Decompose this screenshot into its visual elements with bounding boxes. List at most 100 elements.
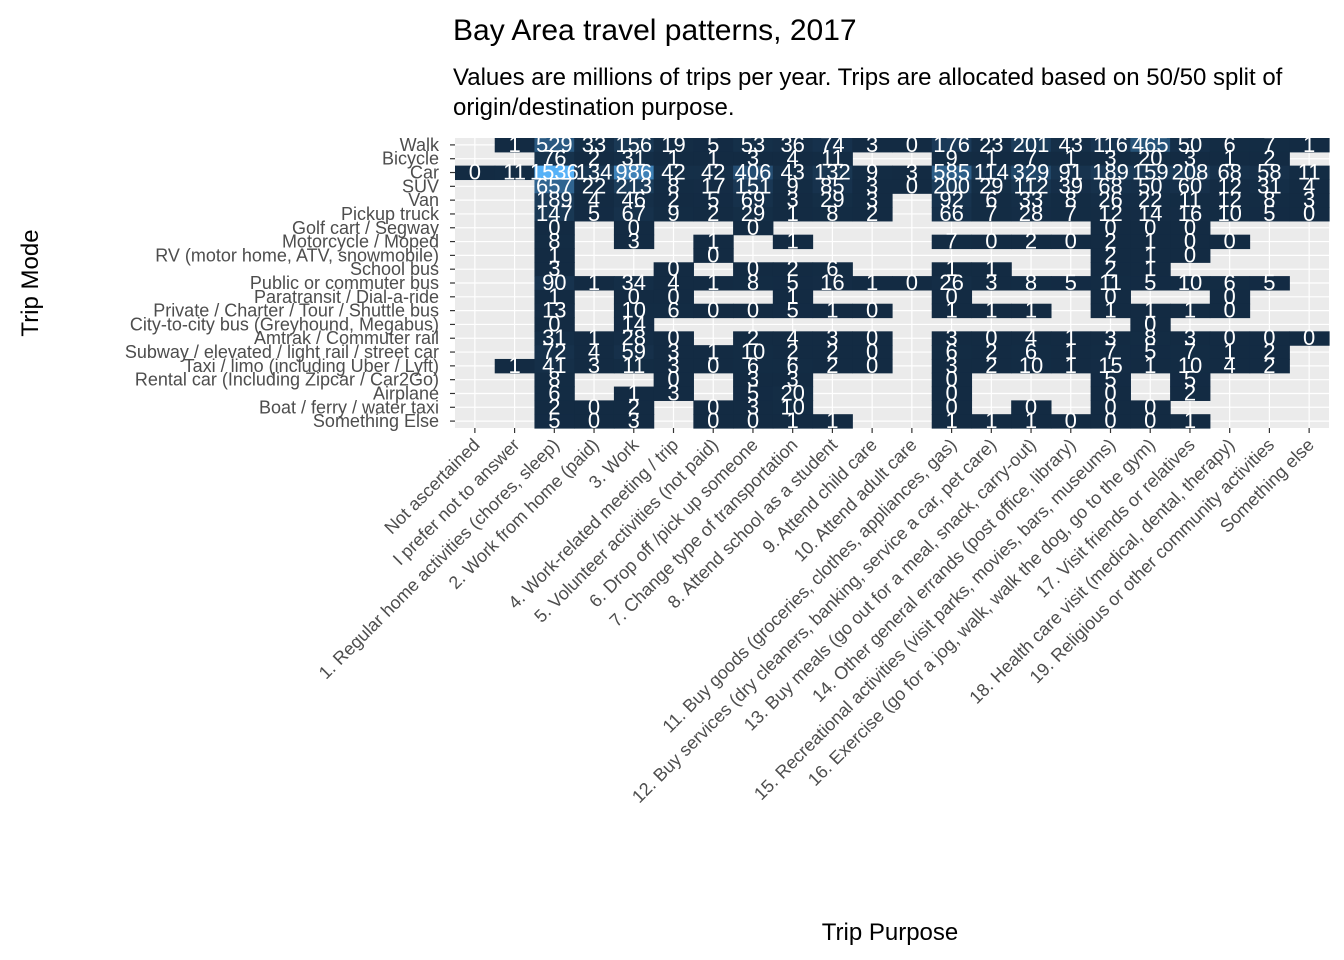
heatmap-cell <box>1011 358 1052 374</box>
heatmap-cell <box>1170 234 1211 250</box>
heatmap-cell <box>534 400 575 415</box>
cell-value-label: 6 <box>548 380 560 405</box>
heatmap-cell <box>772 262 814 277</box>
cell-value-label: 0 <box>1144 215 1156 240</box>
heatmap-cell <box>1130 151 1171 167</box>
cell-value-label: 2 <box>985 353 997 378</box>
heatmap-cell <box>1050 345 1092 360</box>
heatmap-cell <box>693 151 734 167</box>
chart-subtitle-line: origin/destination purpose. <box>453 94 735 121</box>
heatmap-cell <box>1130 331 1171 346</box>
cell-value-label: 1 <box>945 408 957 433</box>
cell-value-label: 0 <box>1104 215 1116 240</box>
heatmap-cell <box>1209 303 1251 319</box>
cell-value-label: 20 <box>780 380 804 405</box>
heatmap-cell <box>772 165 814 181</box>
heatmap-cell <box>613 179 655 194</box>
heatmap-cell <box>1170 165 1211 181</box>
cell-value-label: 1 <box>1184 408 1196 433</box>
heatmap-cell <box>1170 345 1211 360</box>
cell-value-label: 0 <box>1224 229 1236 254</box>
heatmap-cell <box>1090 386 1131 401</box>
cell-value-label: 5 <box>1263 201 1275 226</box>
heatmap-cell <box>693 193 734 208</box>
heatmap-cell <box>733 165 774 181</box>
cell-value-label: 189 <box>536 187 573 212</box>
cell-value-label: 5 <box>707 187 719 212</box>
heatmap-cell <box>693 179 734 194</box>
heatmap-cell <box>772 234 814 250</box>
cell-value-label: 2 <box>1104 256 1116 281</box>
cell-value-label: 3 <box>945 325 957 350</box>
heatmap-cell <box>772 138 814 153</box>
cell-value-label: 10 <box>622 298 646 323</box>
cell-value-label: 0 <box>548 215 560 240</box>
heatmap-cell <box>613 400 655 415</box>
heatmap-cell <box>733 345 774 360</box>
heatmap-cell <box>613 193 655 208</box>
cell-value-label: 3 <box>787 367 799 392</box>
cell-value-label: 3 <box>667 339 679 364</box>
y-tick-label: Walk <box>400 135 440 155</box>
heatmap-cell <box>733 414 774 429</box>
cell-value-label: 3 <box>866 132 878 157</box>
heatmap-cell <box>852 207 893 222</box>
heatmap-cell <box>772 331 814 346</box>
cell-value-label: 31 <box>542 325 566 350</box>
heatmap-cell <box>455 165 496 181</box>
heatmap-cell <box>1011 138 1052 153</box>
cell-value-label: 2 <box>667 187 679 212</box>
cell-value-label: 0 <box>588 408 600 433</box>
cell-value-label: 1 <box>787 284 799 309</box>
heatmap-cell <box>931 151 973 167</box>
cell-value-label: 1 <box>628 380 640 405</box>
heatmap-cell <box>1011 414 1052 429</box>
cell-value-label: 66 <box>939 201 963 226</box>
cell-value-label: 10 <box>1178 270 1202 295</box>
heatmap-cell <box>1090 262 1131 277</box>
cell-value-label: 72 <box>542 339 566 364</box>
cell-labels: 1 529 33 156 19 5 53 36 74 3 0 176 23 201 43 116 465 50 6 7… <box>469 132 1321 433</box>
cell-value-label: 0 <box>945 367 957 392</box>
cell-value-label: 4 <box>787 325 799 350</box>
heatmap-cell <box>1209 179 1251 194</box>
heatmap-cell <box>653 289 694 305</box>
heatmap-cell <box>971 179 1012 194</box>
cell-value-label: 29 <box>820 187 844 212</box>
cell-value-label: 176 <box>933 132 970 157</box>
cell-value-label: 0 <box>1065 229 1077 254</box>
heatmap-cell <box>1090 193 1131 208</box>
heatmap-cell <box>1209 193 1251 208</box>
cell-value-label: 1 <box>508 353 520 378</box>
cell-value-label: 19 <box>661 132 685 157</box>
heatmap-cells <box>455 138 1330 429</box>
cell-value-label: 34 <box>622 270 646 295</box>
heatmap-cell <box>892 179 933 194</box>
y-tick-label: Rental car (Including Zipcar / Car2Go) <box>135 370 439 390</box>
heatmap-cell <box>1289 207 1330 222</box>
heatmap-cell <box>1090 289 1131 305</box>
cell-value-label: 0 <box>1065 408 1077 433</box>
heatmap-cell <box>1170 414 1211 429</box>
y-tick-label: Public or commuter bus <box>250 273 439 293</box>
cell-value-label: 114 <box>974 160 1009 185</box>
cell-value-label: 1 <box>1224 146 1236 171</box>
cell-value-label: 15 <box>1098 353 1122 378</box>
heatmap-cell <box>971 234 1012 250</box>
heatmap-cell <box>1130 400 1171 415</box>
heatmap-cell <box>534 303 575 319</box>
heatmap-cell <box>1170 386 1211 401</box>
heatmap-cell <box>613 331 655 346</box>
heatmap-cell <box>613 234 655 250</box>
cell-value-label: 8 <box>548 367 560 392</box>
cell-value-label: 2 <box>707 201 719 226</box>
cell-value-label: 69 <box>741 187 765 212</box>
heatmap-cell <box>772 386 814 401</box>
heatmap-cell <box>1209 234 1251 250</box>
cell-value-label: 1 <box>1065 146 1077 171</box>
heatmap-cell <box>534 151 575 167</box>
heatmap-cell <box>1289 138 1330 153</box>
cell-value-label: 6 <box>1224 270 1236 295</box>
cell-value-label: 2 <box>588 146 600 171</box>
cell-value-label: 0 <box>588 394 600 419</box>
